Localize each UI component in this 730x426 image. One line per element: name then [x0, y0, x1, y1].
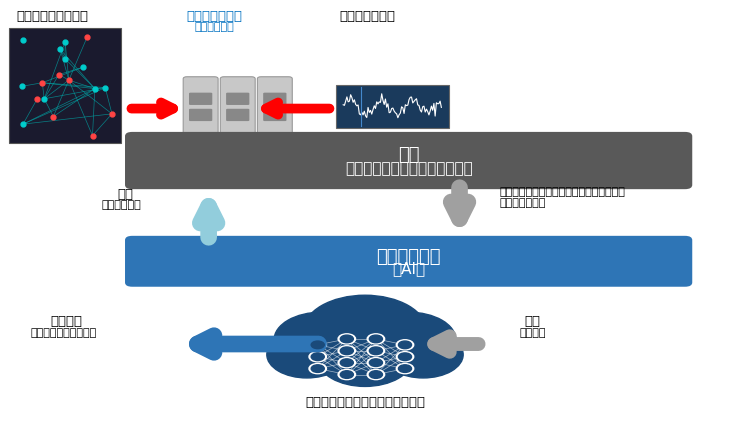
- Circle shape: [338, 334, 356, 344]
- FancyBboxPatch shape: [189, 109, 212, 122]
- Text: 状態（潮流、グラフ構造、設備状態など）: 状態（潮流、グラフ構造、設備状態など）: [499, 187, 626, 197]
- Circle shape: [396, 340, 414, 350]
- FancyBboxPatch shape: [258, 78, 292, 137]
- Circle shape: [311, 341, 324, 349]
- Circle shape: [338, 358, 356, 368]
- Circle shape: [340, 347, 353, 355]
- FancyBboxPatch shape: [264, 93, 286, 106]
- Text: （設備更新）: （設備更新）: [101, 199, 142, 210]
- FancyBboxPatch shape: [189, 93, 212, 106]
- Circle shape: [369, 347, 383, 355]
- Circle shape: [369, 359, 383, 367]
- FancyBboxPatch shape: [220, 78, 255, 137]
- Circle shape: [299, 327, 380, 374]
- Circle shape: [340, 359, 353, 367]
- Text: シミュレーター: シミュレーター: [187, 10, 243, 23]
- Circle shape: [399, 365, 412, 373]
- Circle shape: [309, 364, 326, 374]
- Circle shape: [383, 331, 463, 378]
- Text: 電力需要モデル: 電力需要モデル: [339, 10, 396, 23]
- Text: エージェント: エージェント: [377, 247, 441, 265]
- FancyBboxPatch shape: [125, 236, 692, 287]
- Text: （現状）: （現状）: [519, 327, 545, 337]
- Text: 行動価値: 行動価値: [51, 314, 82, 328]
- Text: （AI）: （AI）: [392, 261, 425, 276]
- Circle shape: [274, 312, 369, 368]
- Text: 電力系統設備データ: 電力系統設備データ: [16, 10, 88, 23]
- Circle shape: [367, 358, 385, 368]
- Text: （次に取るべき行動）: （次に取るべき行動）: [30, 327, 96, 337]
- Text: 状態: 状態: [524, 314, 540, 328]
- FancyBboxPatch shape: [226, 109, 250, 122]
- Text: 環境: 環境: [398, 146, 419, 164]
- Text: （潮流計算）: （潮流計算）: [194, 22, 234, 32]
- Circle shape: [309, 352, 326, 362]
- Circle shape: [311, 353, 324, 361]
- Circle shape: [338, 346, 356, 356]
- Circle shape: [369, 335, 383, 343]
- FancyBboxPatch shape: [264, 109, 286, 122]
- Text: （実世界またはシミュレータ）: （実世界またはシミュレータ）: [345, 161, 472, 176]
- FancyBboxPatch shape: [9, 29, 121, 143]
- Circle shape: [311, 365, 324, 373]
- Circle shape: [350, 327, 431, 374]
- Circle shape: [367, 346, 385, 356]
- Circle shape: [396, 364, 414, 374]
- Text: 行動: 行動: [117, 187, 133, 201]
- Text: 報酬（コスト）: 報酬（コスト）: [499, 198, 546, 208]
- Circle shape: [367, 334, 385, 344]
- Circle shape: [338, 370, 356, 380]
- FancyBboxPatch shape: [226, 93, 250, 106]
- Circle shape: [399, 341, 412, 349]
- Circle shape: [267, 331, 347, 378]
- Circle shape: [399, 353, 412, 361]
- FancyBboxPatch shape: [183, 78, 218, 137]
- FancyBboxPatch shape: [336, 86, 449, 128]
- Circle shape: [361, 312, 456, 368]
- Circle shape: [340, 335, 353, 343]
- Circle shape: [367, 370, 385, 380]
- FancyBboxPatch shape: [125, 132, 692, 190]
- Circle shape: [369, 371, 383, 378]
- Circle shape: [340, 371, 353, 378]
- Text: ディープニューラルネットワーク: ディープニューラルネットワーク: [305, 395, 425, 408]
- Circle shape: [309, 340, 326, 350]
- Circle shape: [303, 296, 427, 368]
- Circle shape: [318, 331, 412, 386]
- Circle shape: [396, 352, 414, 362]
